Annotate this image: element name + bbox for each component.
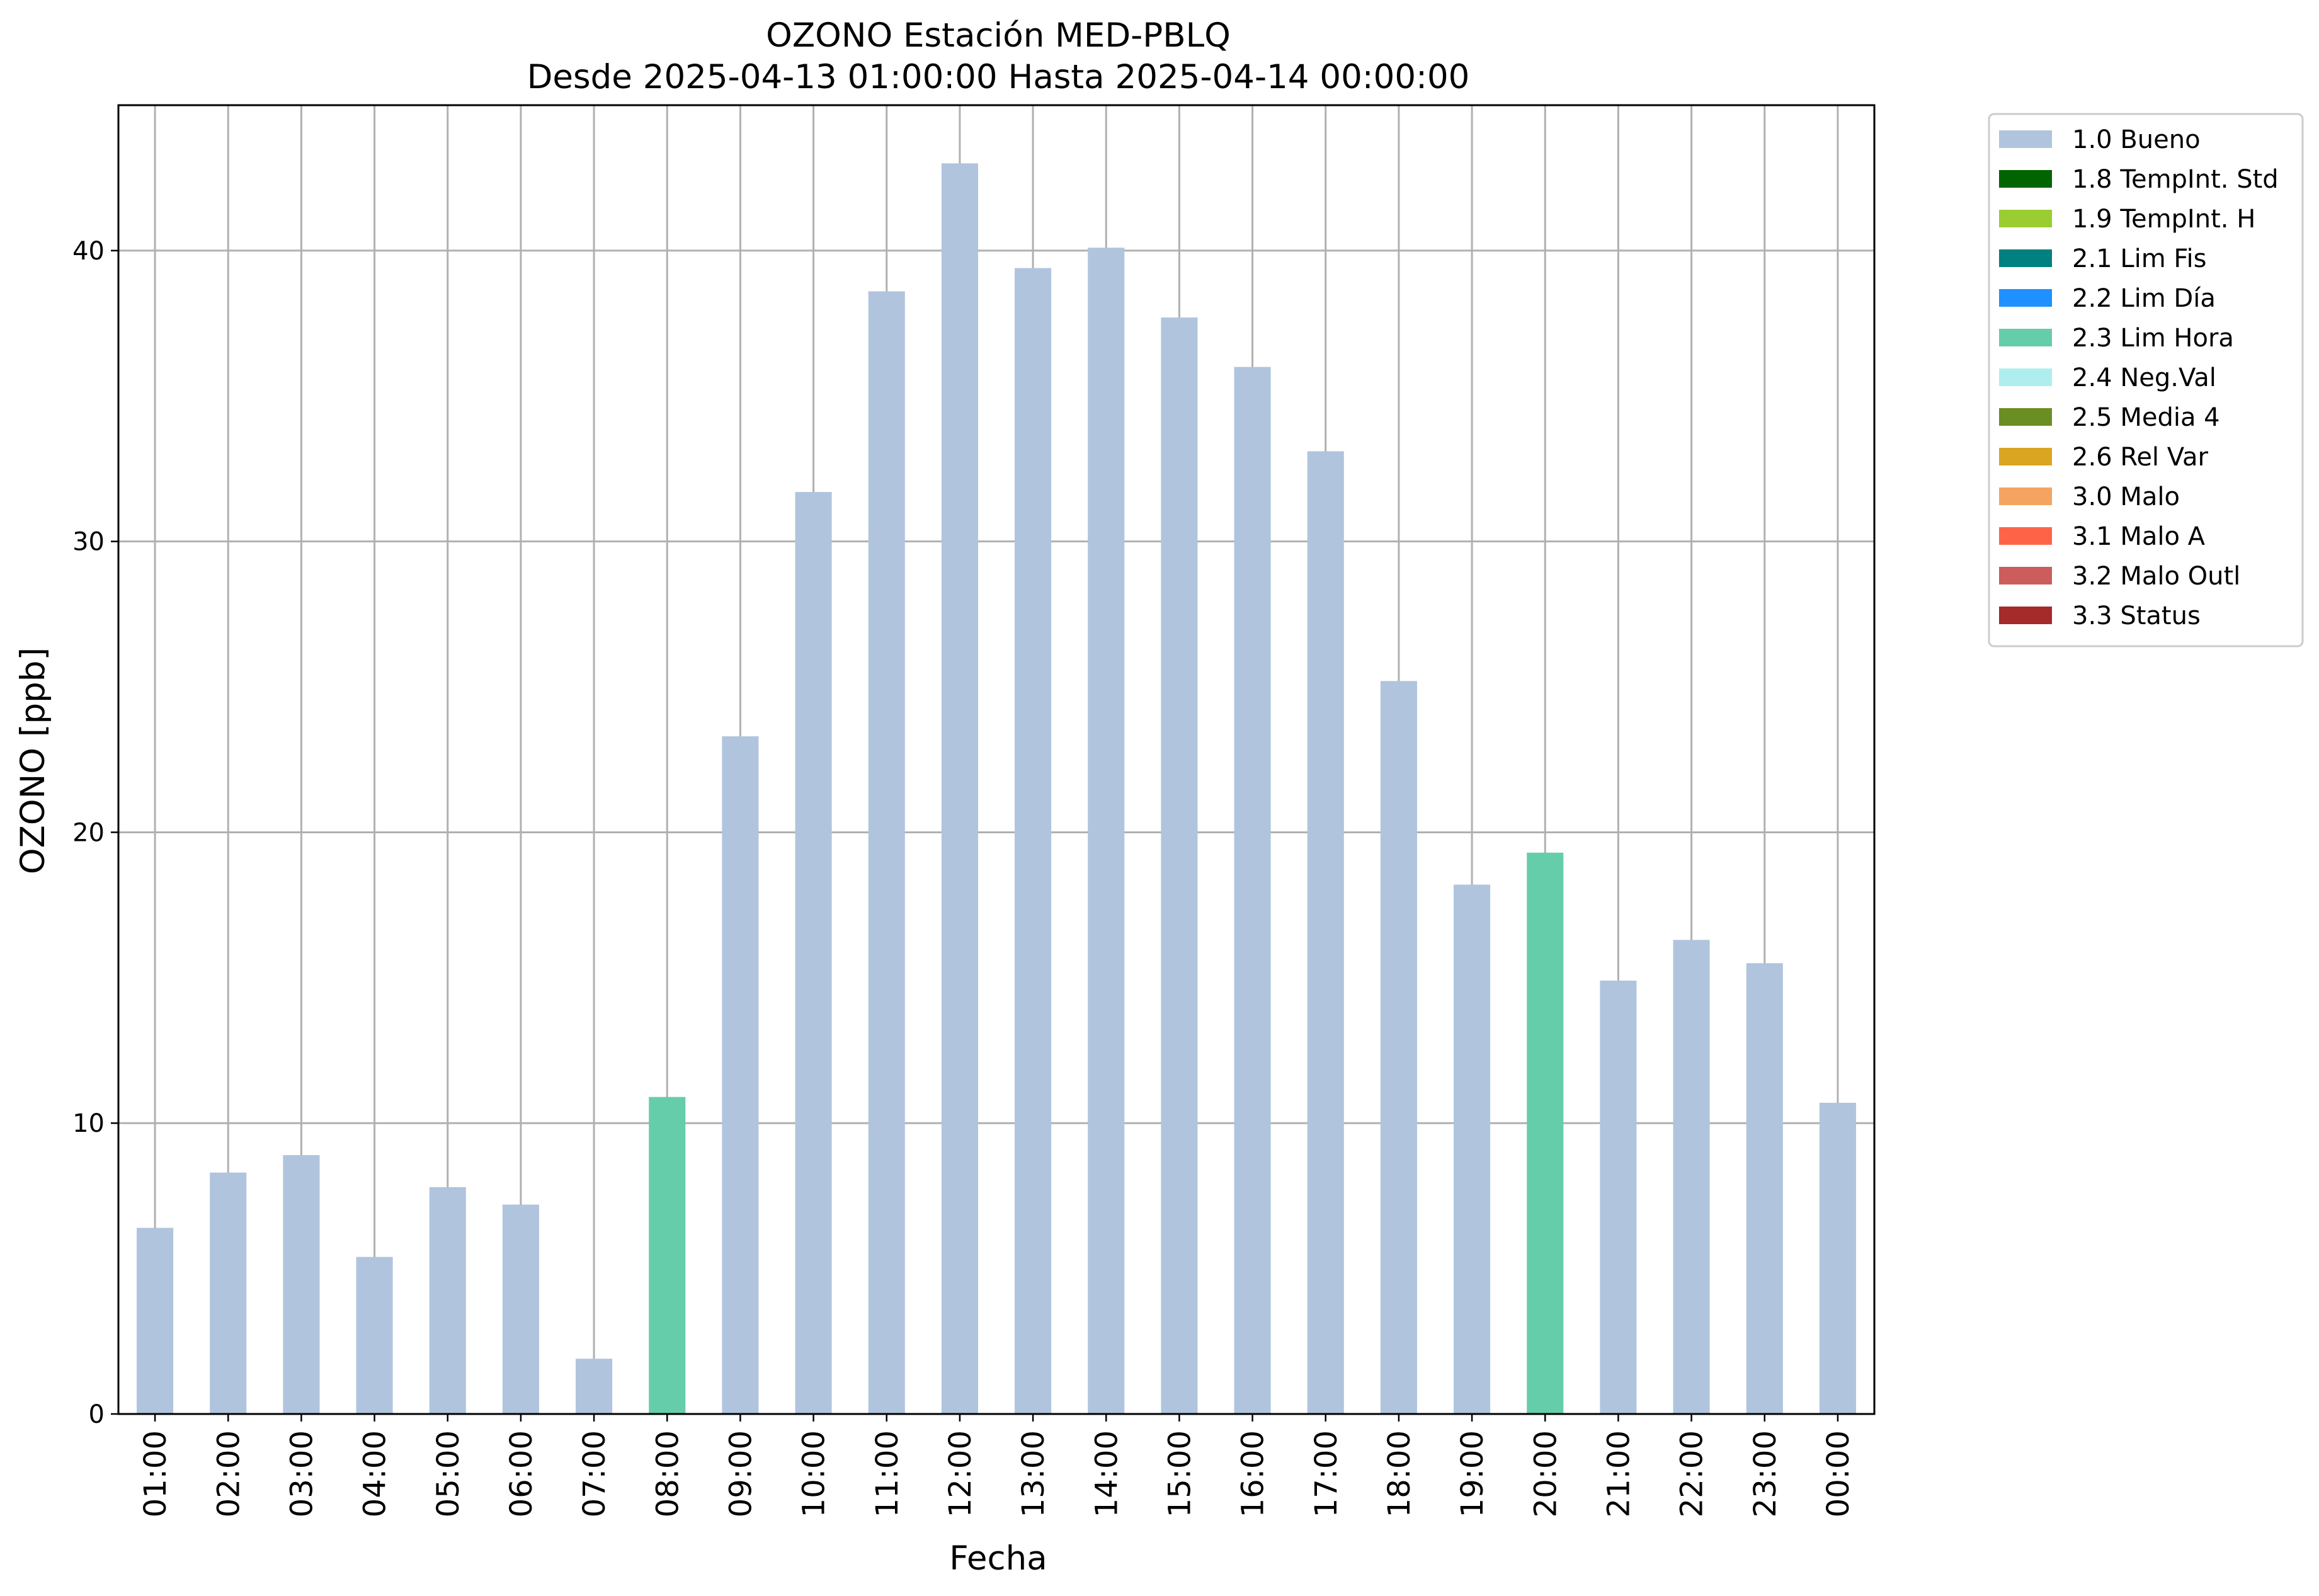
x-tick-label: 11:00 xyxy=(870,1430,905,1517)
bar-0200 xyxy=(210,1172,247,1414)
legend-label: 2.2 Lim Día xyxy=(2072,284,2216,313)
x-tick-label: 15:00 xyxy=(1162,1430,1197,1517)
legend-label: 2.5 Media 4 xyxy=(2072,403,2220,432)
legend-label: 3.3 Status xyxy=(2072,601,2201,630)
bar-0700 xyxy=(576,1359,613,1414)
x-tick-label: 22:00 xyxy=(1675,1430,1710,1517)
x-axis-label: Fecha xyxy=(949,1539,1047,1578)
legend-label: 2.3 Lim Hora xyxy=(2072,324,2234,353)
bar-0100 xyxy=(137,1228,174,1414)
bar-0900 xyxy=(722,736,759,1414)
x-tick-label: 23:00 xyxy=(1748,1430,1783,1517)
legend-swatch xyxy=(1999,210,2052,227)
legend-label: 1.0 Bueno xyxy=(2072,125,2201,154)
x-tick-label: 17:00 xyxy=(1309,1430,1344,1517)
x-tick-label: 14:00 xyxy=(1089,1430,1124,1517)
x-tick-label: 08:00 xyxy=(650,1430,685,1517)
axes: 0 10 20 30 40 01:00 02:00 03:00 04:00 05:00 06:00 0… xyxy=(72,104,1876,1517)
legend-swatch xyxy=(1999,170,2052,188)
plot-frame xyxy=(117,104,1876,1415)
legend-swatch xyxy=(1999,607,2052,624)
legend-label: 3.2 Malo Outl xyxy=(2072,562,2240,591)
bar-0500 xyxy=(429,1187,466,1414)
x-tick-label: 10:00 xyxy=(797,1430,832,1517)
legend-swatch xyxy=(1999,249,2052,267)
bar-1000 xyxy=(795,492,832,1414)
bar-2300 xyxy=(1746,963,1783,1414)
legend-swatch xyxy=(1999,329,2052,346)
x-tick-label: 21:00 xyxy=(1601,1430,1636,1517)
legend-swatch xyxy=(1999,408,2052,426)
bar-1500 xyxy=(1161,317,1198,1414)
bar-2100 xyxy=(1600,980,1637,1414)
legend-label: 2.6 Rel Var xyxy=(2072,443,2209,472)
y-tick-label: 10 xyxy=(72,1109,105,1138)
legend: 1.0 Bueno 1.8 TempInt. Std 1.9 TempInt. H 2… xyxy=(1988,113,2304,647)
y-tick-label: 20 xyxy=(72,818,105,847)
y-tick-label: 0 xyxy=(89,1400,105,1429)
x-tick-label: 20:00 xyxy=(1528,1430,1563,1517)
bar-0400 xyxy=(356,1257,393,1414)
x-tick-label: 13:00 xyxy=(1016,1430,1051,1517)
legend-box xyxy=(1988,113,2304,647)
legend-label: 1.9 TempInt. H xyxy=(2072,205,2255,234)
x-tick-label: 01:00 xyxy=(138,1430,173,1517)
bar-1400 xyxy=(1088,248,1125,1414)
bar-0000 xyxy=(1819,1102,1856,1414)
legend-swatch xyxy=(1999,527,2052,545)
legend-label: 2.4 Neg.Val xyxy=(2072,363,2216,392)
legend-swatch xyxy=(1999,567,2052,584)
y-axis-label: OZONO [ppb] xyxy=(14,647,52,874)
x-tick-label: 02:00 xyxy=(211,1430,246,1517)
bar-1900 xyxy=(1454,884,1491,1414)
x-tick-label: 05:00 xyxy=(431,1430,466,1517)
bar-1700 xyxy=(1307,451,1344,1414)
x-tick-label: 12:00 xyxy=(943,1430,978,1517)
bar-0600 xyxy=(502,1204,539,1414)
legend-label: 3.0 Malo xyxy=(2072,482,2180,511)
bar-2000 xyxy=(1527,852,1564,1414)
x-tick-label: 03:00 xyxy=(284,1430,319,1517)
legend-swatch xyxy=(1999,487,2052,505)
bar-0300 xyxy=(283,1155,320,1414)
legend-swatch xyxy=(1999,448,2052,465)
bar-1800 xyxy=(1380,681,1417,1414)
legend-label: 3.1 Malo A xyxy=(2072,522,2206,551)
x-tick-label: 07:00 xyxy=(577,1430,612,1517)
bars xyxy=(137,163,1856,1414)
chart-subtitle: Desde 2025-04-13 01:00:00 Hasta 2025-04-… xyxy=(527,58,1470,96)
bar-2200 xyxy=(1673,940,1710,1414)
bar-1300 xyxy=(1015,268,1052,1414)
chart-title: OZONO Estación MED-PBLQ xyxy=(766,16,1231,55)
x-tick-label: 16:00 xyxy=(1236,1430,1271,1517)
x-tick-label: 19:00 xyxy=(1455,1430,1490,1517)
bar-1200 xyxy=(941,163,978,1414)
bar-0800 xyxy=(649,1097,686,1414)
x-tick-label: 00:00 xyxy=(1821,1430,1856,1517)
bar-1100 xyxy=(868,291,905,1414)
legend-swatch xyxy=(1999,368,2052,386)
x-tick-label: 04:00 xyxy=(358,1430,393,1517)
x-tick-label: 18:00 xyxy=(1382,1430,1417,1517)
x-tick-label: 06:00 xyxy=(504,1430,539,1517)
legend-label: 1.8 TempInt. Std xyxy=(2072,165,2279,194)
bar-1600 xyxy=(1234,367,1271,1414)
x-tick-label: 09:00 xyxy=(723,1430,758,1517)
legend-swatch xyxy=(1999,130,2052,148)
y-tick-label: 30 xyxy=(72,528,105,557)
legend-swatch xyxy=(1999,289,2052,307)
legend-label: 2.1 Lim Fis xyxy=(2072,244,2206,273)
y-tick-label: 40 xyxy=(72,237,105,266)
